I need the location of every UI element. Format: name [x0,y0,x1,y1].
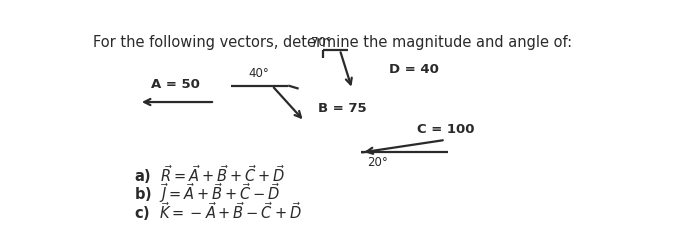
Text: C = 100: C = 100 [416,123,475,136]
Text: For the following vectors, determine the magnitude and angle of:: For the following vectors, determine the… [93,35,572,50]
Text: D = 40: D = 40 [389,62,438,76]
Text: B = 75: B = 75 [318,102,367,115]
Text: A = 50: A = 50 [151,78,200,91]
Text: 20°: 20° [368,156,388,169]
Text: 70°: 70° [312,36,332,49]
Text: a)  $\vec{R} = \vec{A} + \vec{B} + \vec{C} + \vec{D}$: a) $\vec{R} = \vec{A} + \vec{B} + \vec{C… [134,163,285,186]
Text: c)  $\vec{K} = -\vec{A} + \vec{B} - \vec{C} + \vec{D}$: c) $\vec{K} = -\vec{A} + \vec{B} - \vec{… [134,200,301,223]
Text: 40°: 40° [248,67,269,80]
Text: b)  $\vec{J} = \vec{A} + \vec{B} + \vec{C} - \vec{D}$: b) $\vec{J} = \vec{A} + \vec{B} + \vec{C… [134,181,280,205]
